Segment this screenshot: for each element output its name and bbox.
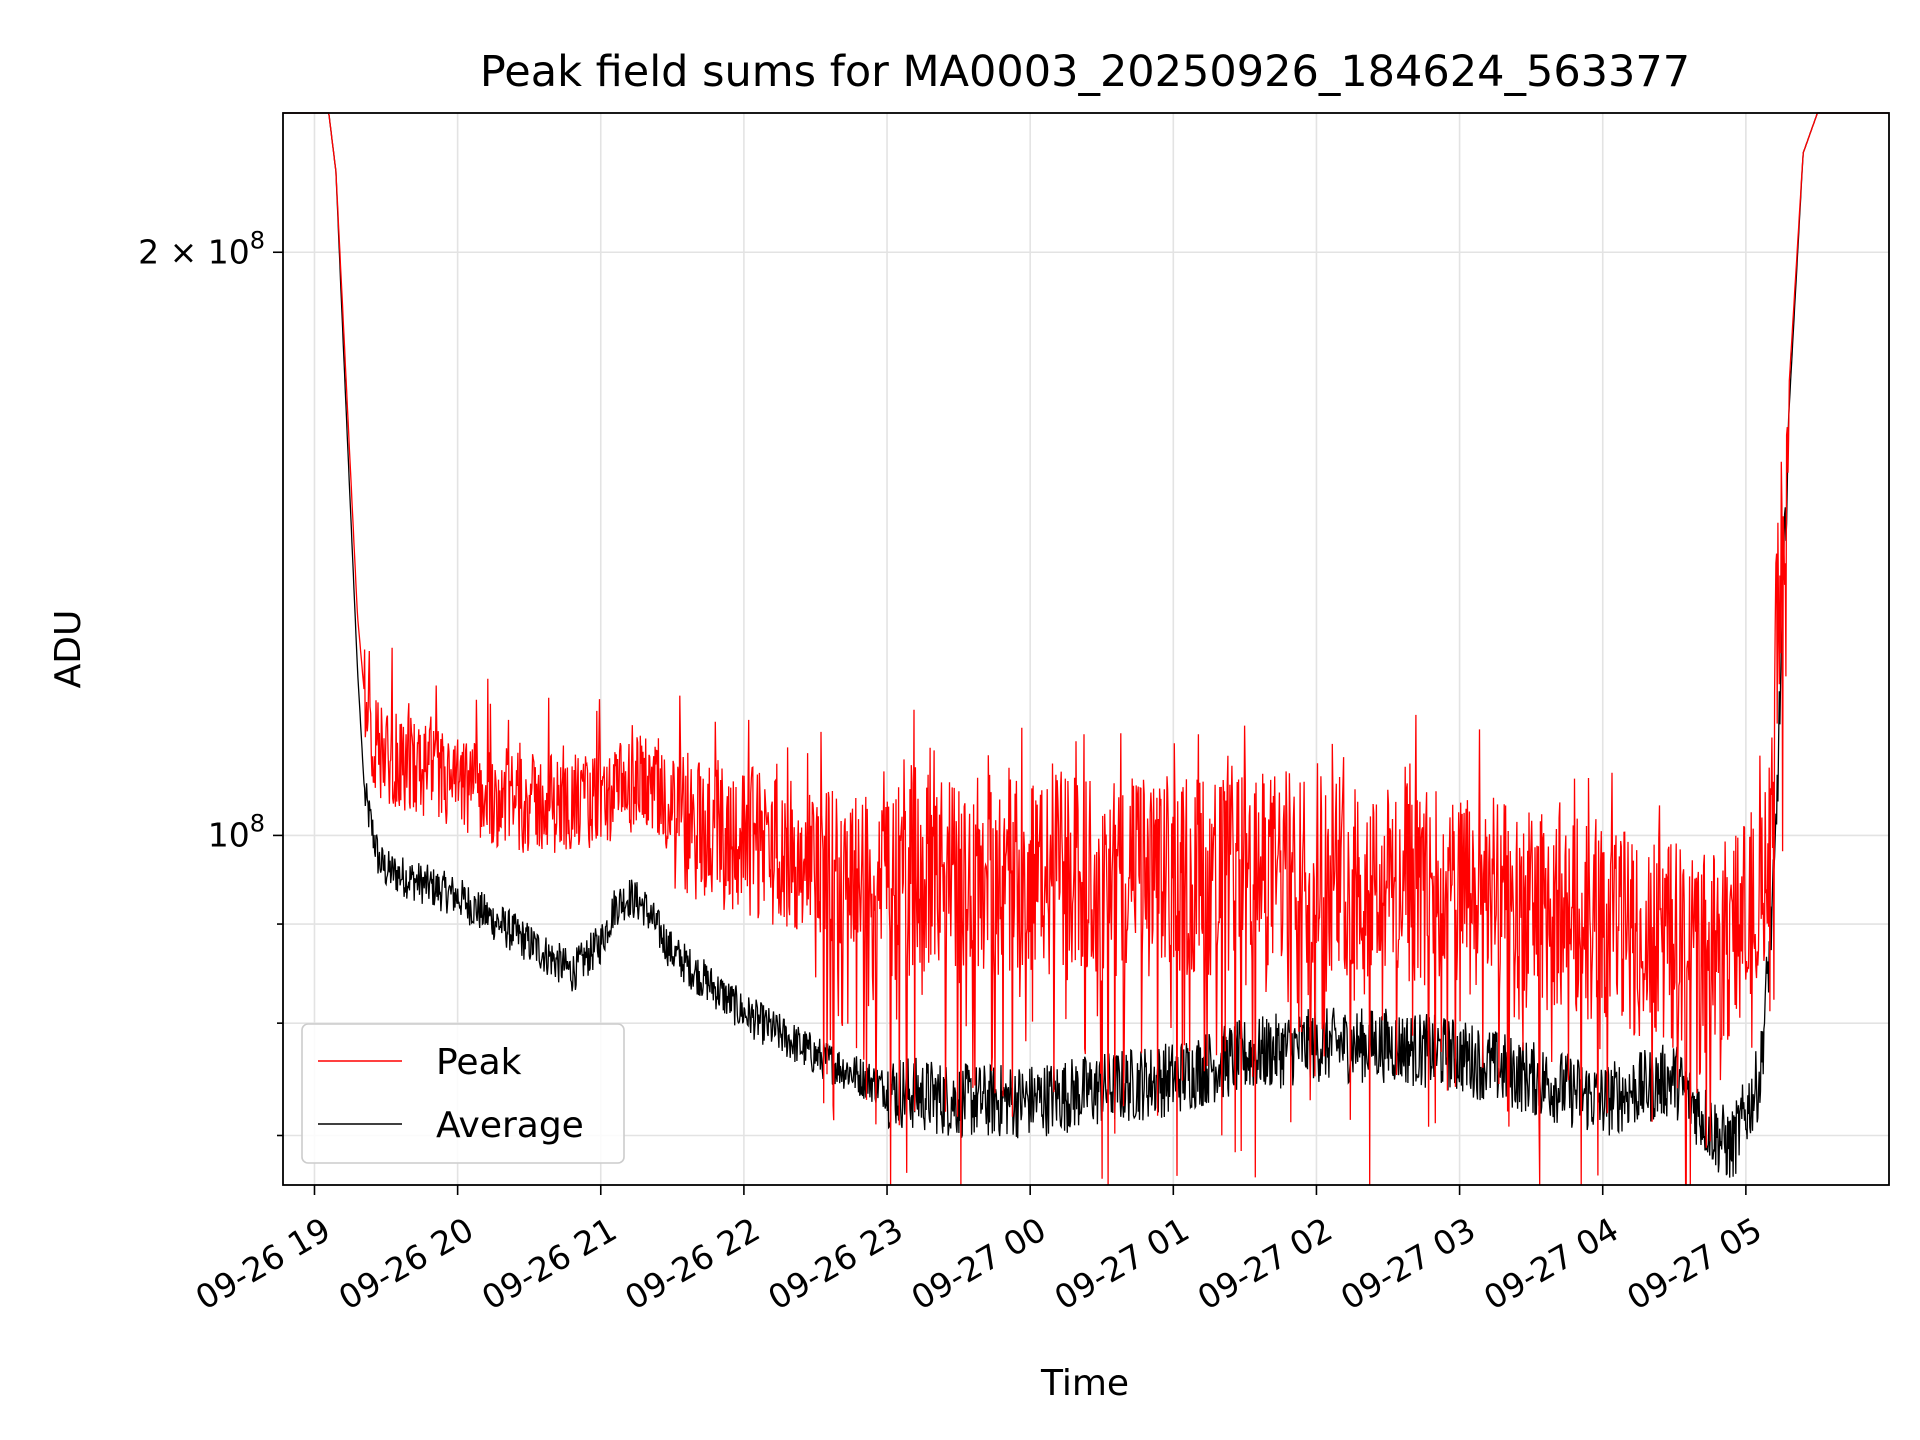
chart-title: Peak field sums for MA0003_20250926_1846…: [480, 47, 1690, 97]
y-axis: 2 × 108 108: [138, 226, 283, 1137]
legend: Peak Average: [301, 1023, 625, 1164]
legend-peak-label: Peak: [436, 1042, 522, 1083]
series-layer: [283, 112, 1889, 1186]
series-line-average: [283, 112, 1889, 1178]
legend-average-label: Average: [436, 1105, 584, 1146]
y-tick-label: 2 × 108: [138, 226, 265, 271]
series-line-peak: [283, 112, 1889, 1186]
plot-area-frame: [282, 112, 1890, 1186]
y-tick-label: 108: [208, 809, 265, 854]
y-axis-label: ADU: [48, 610, 89, 689]
legend-box: [301, 1023, 625, 1164]
x-axis-label: Time: [1040, 1363, 1129, 1404]
